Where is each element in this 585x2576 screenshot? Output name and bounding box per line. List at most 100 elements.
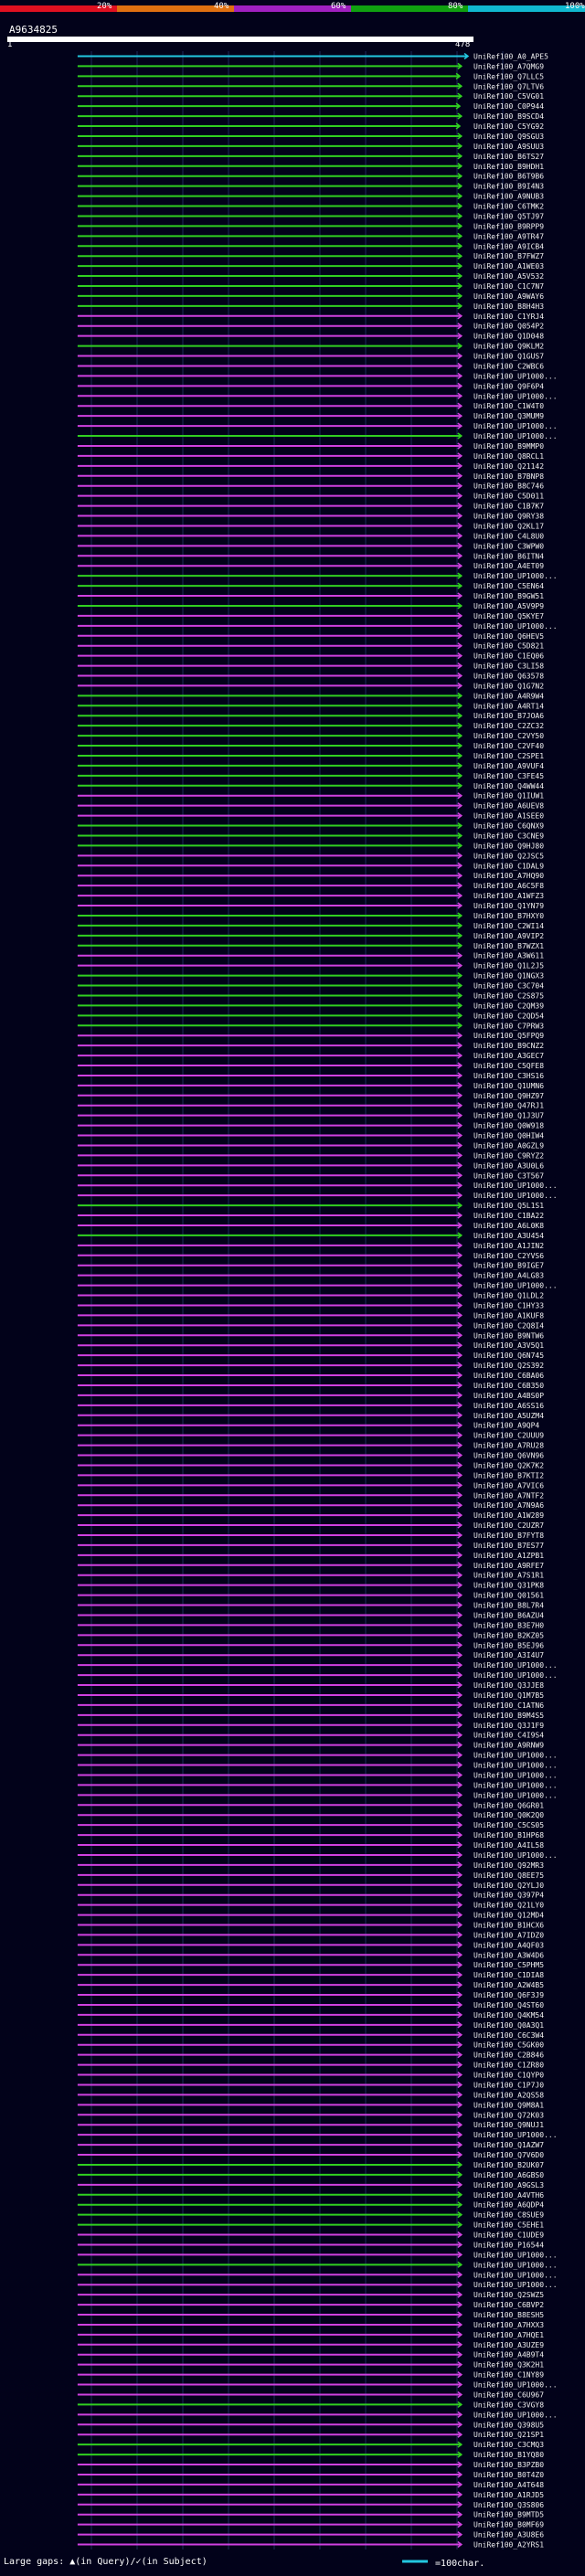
hit-label[interactable]: UniRef100_UP1000... [473, 1752, 558, 1760]
hit-label[interactable]: UniRef100_A1ZPB1 [473, 1552, 544, 1560]
hit-label[interactable]: UniRef100_B9IGE7 [473, 1262, 544, 1270]
hit-label[interactable]: UniRef100_C1P7J0 [473, 2081, 544, 2089]
hit-label[interactable]: UniRef100_A7HQE1 [473, 2331, 544, 2339]
hit-label[interactable]: UniRef100_Q7V6D0 [473, 2151, 544, 2159]
hit-label[interactable]: UniRef100_UP1000... [473, 1762, 558, 1770]
hit-label[interactable]: UniRef100_B7FWZ7 [473, 252, 544, 260]
hit-label[interactable]: UniRef100_C5EN64 [473, 582, 544, 590]
hit-label[interactable]: UniRef100_Q3MUM9 [473, 412, 544, 420]
hit-label[interactable]: UniRef100_C5GK00 [473, 2041, 544, 2050]
hit-label[interactable]: UniRef100_B8L7R4 [473, 1602, 544, 1610]
hit-label[interactable]: UniRef100_A9ICB4 [473, 242, 544, 250]
hit-label[interactable]: UniRef100_A9NUB3 [473, 193, 544, 201]
hit-label[interactable]: UniRef100_B9NTW6 [473, 1331, 544, 1340]
hit-label[interactable]: UniRef100_C0P944 [473, 102, 544, 111]
hit-label[interactable]: UniRef100_B7BNP8 [473, 472, 544, 481]
hit-label[interactable]: UniRef100_C2Q8I4 [473, 1321, 544, 1330]
hit-label[interactable]: UniRef100_B0T4Z0 [473, 2471, 544, 2479]
hit-label[interactable]: UniRef100_UP1000... [473, 1771, 558, 1779]
hit-label[interactable]: UniRef100_C3VGY8 [473, 2401, 544, 2409]
hit-label[interactable]: UniRef100_A9TR47 [473, 232, 544, 240]
hit-label[interactable]: UniRef100_Q6VN96 [473, 1452, 544, 1460]
hit-label[interactable]: UniRef100_Q1UMN6 [473, 1082, 544, 1090]
hit-label[interactable]: UniRef100_A4IL58 [473, 1841, 544, 1850]
hit-label[interactable]: UniRef100_A4QF03 [473, 1941, 544, 1949]
hit-label[interactable]: UniRef100_C8SUE9 [473, 2211, 544, 2220]
hit-label[interactable]: UniRef100_C2QM39 [473, 1002, 544, 1010]
hit-label[interactable]: UniRef100_A3U0L6 [473, 1161, 544, 1170]
hit-label[interactable]: UniRef100_B9M4S5 [473, 1712, 544, 1720]
hit-label[interactable]: UniRef100_A9RFE7 [473, 1562, 544, 1570]
hit-label[interactable]: UniRef100_C6BA06 [473, 1372, 544, 1380]
hit-label[interactable]: UniRef100_Q8RCL1 [473, 452, 544, 461]
hit-label[interactable]: UniRef100_A9QP4 [473, 1422, 539, 1430]
hit-label[interactable]: UniRef100_C5D011 [473, 493, 544, 501]
hit-label[interactable]: UniRef100_B9I4N3 [473, 183, 544, 191]
hit-label[interactable]: UniRef100_Q3JJE8 [473, 1681, 544, 1690]
hit-label[interactable]: UniRef100_Q2SWZ5 [473, 2291, 544, 2299]
hit-label[interactable]: UniRef100_B6TS27 [473, 153, 544, 161]
hit-label[interactable]: UniRef100_UP1000... [473, 432, 558, 440]
hit-label[interactable]: UniRef100_A3UZE9 [473, 2341, 544, 2349]
hit-label[interactable]: UniRef100_C6BVP2 [473, 2301, 544, 2309]
hit-label[interactable]: UniRef100_A3U8E6 [473, 2531, 544, 2539]
hit-label[interactable]: UniRef100_Q1D048 [473, 333, 544, 341]
hit-label[interactable]: UniRef100_B3PZB0 [473, 2461, 544, 2469]
hit-label[interactable]: UniRef100_Q4WW44 [473, 782, 544, 790]
hit-label[interactable]: UniRef100_Q8EE75 [473, 1871, 544, 1880]
hit-label[interactable]: UniRef100_Q21LY0 [473, 1902, 544, 1910]
hit-label[interactable]: UniRef100_Q1IUW1 [473, 792, 544, 800]
hit-label[interactable]: UniRef100_Q9SGU3 [473, 133, 544, 141]
hit-label[interactable]: UniRef100_B6T9B6 [473, 173, 544, 181]
hit-label[interactable]: UniRef100_A3W4D6 [473, 1951, 544, 1959]
hit-label[interactable]: UniRef100_Q9HJ80 [473, 842, 544, 850]
hit-label[interactable]: UniRef100_C2S875 [473, 991, 544, 1000]
hit-label[interactable]: UniRef100_C1DAL9 [473, 862, 544, 870]
hit-label[interactable]: UniRef100_C1B7K7 [473, 503, 544, 511]
hit-label[interactable]: UniRef100_UP1000... [473, 372, 558, 380]
hit-label[interactable]: UniRef100_B2KZ05 [473, 1631, 544, 1639]
hit-label[interactable]: UniRef100_C2WI14 [473, 922, 544, 930]
hit-label[interactable]: UniRef100_Q0HIW4 [473, 1132, 544, 1140]
hit-label[interactable]: UniRef100_B1YQ80 [473, 2451, 544, 2459]
hit-label[interactable]: UniRef100_C4I9S4 [473, 1732, 544, 1740]
hit-label[interactable]: UniRef100_B9SCD4 [473, 112, 544, 121]
hit-label[interactable]: UniRef100_C3CNE9 [473, 832, 544, 840]
hit-label[interactable]: UniRef100_C2B846 [473, 2051, 544, 2060]
hit-label[interactable]: UniRef100_C5PHM5 [473, 1961, 544, 1969]
hit-label[interactable]: UniRef100_Q2K7K2 [473, 1461, 544, 1469]
hit-label[interactable]: UniRef100_C1HY33 [473, 1301, 544, 1309]
hit-label[interactable]: UniRef100_A1RJD5 [473, 2491, 544, 2499]
hit-label[interactable]: UniRef100_B8H4H3 [473, 302, 544, 311]
hit-label[interactable]: UniRef100_B8C746 [473, 482, 544, 491]
hit-label[interactable]: UniRef100_B6ITN4 [473, 552, 544, 560]
hit-label[interactable]: UniRef100_C5VG01 [473, 92, 544, 101]
hit-label[interactable]: UniRef100_Q1M7B5 [473, 1691, 544, 1700]
hit-label[interactable]: UniRef100_B0MF69 [473, 2521, 544, 2529]
hit-label[interactable]: UniRef100_Q6F3J9 [473, 1991, 544, 1999]
hit-label[interactable]: UniRef100_UP1000... [473, 1282, 558, 1290]
hit-label[interactable]: UniRef100_UP1000... [473, 2261, 558, 2269]
hit-label[interactable]: UniRef100_B1HCX6 [473, 1922, 544, 1930]
hit-label[interactable]: UniRef100_C2SPE1 [473, 752, 544, 760]
hit-label[interactable]: UniRef100_B6AZU4 [473, 1611, 544, 1619]
hit-label[interactable]: UniRef100_Q5FPQ9 [473, 1032, 544, 1040]
hit-label[interactable]: UniRef100_C3HS16 [473, 1072, 544, 1080]
hit-label[interactable]: UniRef100_Q9NUJ1 [473, 2121, 544, 2129]
hit-label[interactable]: UniRef100_P16544 [473, 2241, 544, 2249]
hit-label[interactable]: UniRef100_A1WE03 [473, 262, 544, 270]
hit-label[interactable]: UniRef100_UP1000... [473, 1851, 558, 1860]
hit-label[interactable]: UniRef100_C1W4T0 [473, 402, 544, 410]
hit-label[interactable]: UniRef100_C5D821 [473, 642, 544, 651]
hit-label[interactable]: UniRef100_Q1YN79 [473, 902, 544, 910]
hit-label[interactable]: UniRef100_Q1NGX3 [473, 972, 544, 981]
hit-label[interactable]: UniRef100_UP1000... [473, 1781, 558, 1789]
hit-label[interactable]: UniRef100_B7WZX1 [473, 942, 544, 950]
hit-label[interactable]: UniRef100_C3T567 [473, 1171, 544, 1180]
hit-label[interactable]: UniRef100_A7NTF2 [473, 1491, 544, 1500]
hit-label[interactable]: UniRef100_Q1AZW7 [473, 2141, 544, 2149]
hit-label[interactable]: UniRef100_UP1000... [473, 1182, 558, 1190]
hit-label[interactable]: UniRef100_B9CNZ2 [473, 1042, 544, 1050]
hit-label[interactable]: UniRef100_A9WAY6 [473, 292, 544, 301]
hit-label[interactable]: UniRef100_Q3J1F9 [473, 1722, 544, 1730]
